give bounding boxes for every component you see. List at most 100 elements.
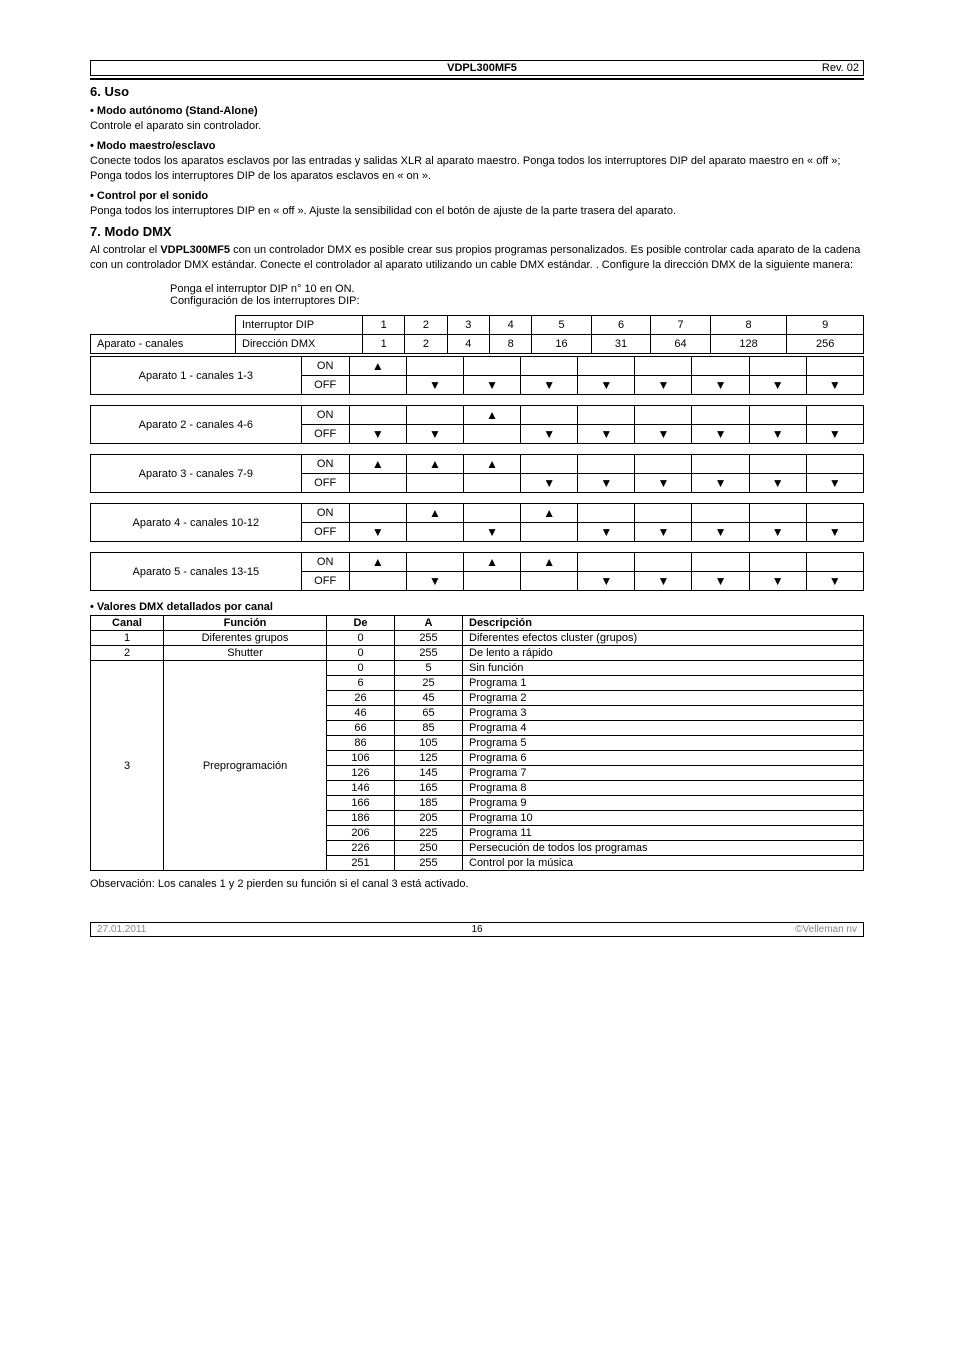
cell-desc: Programa 1 <box>463 676 864 691</box>
cell-a: 255 <box>395 646 463 661</box>
cell-desc: Programa 11 <box>463 826 864 841</box>
cell-de: 226 <box>327 841 395 856</box>
text-observacion: Observación: Los canales 1 y 2 pierden s… <box>90 877 864 892</box>
dip-h1-6: 6 <box>591 316 650 335</box>
dip-switch-cell: ▼ <box>749 572 806 591</box>
dmx-th-desc: Descripción <box>463 616 864 631</box>
cell-a: 145 <box>395 766 463 781</box>
dmx-header-row: Canal Función De A Descripción <box>91 616 864 631</box>
dip-h2-9: 256 <box>787 335 864 354</box>
cell-desc: Programa 4 <box>463 721 864 736</box>
dip-switch-cell <box>578 553 635 572</box>
footer-date: 27.01.2011 <box>91 923 263 936</box>
dip-h1-4: 4 <box>489 316 531 335</box>
dip-switch-cell: ▼ <box>806 425 863 444</box>
cell-funcion: Shutter <box>164 646 327 661</box>
dip-h2-6: 31 <box>591 335 650 354</box>
dip-switch-cell: ▼ <box>692 376 749 395</box>
cell-de: 0 <box>327 661 395 676</box>
dip-h1-7: 7 <box>651 316 710 335</box>
dip-h2-3: 4 <box>447 335 489 354</box>
cell-desc: Programa 9 <box>463 796 864 811</box>
section-uso-title: 6. Uso <box>90 84 864 99</box>
dip-switch-cell: ▼ <box>806 572 863 591</box>
dip-switch-cell <box>578 357 635 376</box>
dip-off-label: OFF <box>301 523 349 542</box>
dip-header-row1: Interruptor DIP 1 2 3 4 5 6 7 8 9 <box>91 316 864 335</box>
text-maestro: Conecte todos los aparatos esclavos por … <box>90 154 864 184</box>
dip-on-label: ON <box>301 406 349 425</box>
dip-switch-cell <box>578 504 635 523</box>
dip-header-table: Interruptor DIP 1 2 3 4 5 6 7 8 9 Aparat… <box>90 315 864 354</box>
dip-switch-cell <box>578 406 635 425</box>
heading-maestro: Modo maestro/esclavo <box>90 140 864 152</box>
heading-valores: Valores DMX detallados por canal <box>90 601 864 613</box>
cell-de: 206 <box>327 826 395 841</box>
dip-off-label: OFF <box>301 376 349 395</box>
dip-switch-cell <box>463 474 520 493</box>
dip-switch-cell <box>749 504 806 523</box>
dip-device-label: Aparato 4 - canales 10-12 <box>91 504 302 542</box>
dip-switch-cell <box>749 455 806 474</box>
dip-h2-2: 2 <box>405 335 447 354</box>
dip-switch-cell: ▼ <box>578 474 635 493</box>
dip-switch-cell <box>635 406 692 425</box>
dip-switch-cell <box>406 523 463 542</box>
cell-a: 5 <box>395 661 463 676</box>
cell-canal: 2 <box>91 646 164 661</box>
cell-canal: 3 <box>91 661 164 871</box>
cell-a: 225 <box>395 826 463 841</box>
dip-switch-cell <box>463 357 520 376</box>
dip-switch-cell <box>463 572 520 591</box>
dip-switch-cell <box>635 553 692 572</box>
dip-switch-cell: ▼ <box>635 425 692 444</box>
dip-switch-cell <box>578 455 635 474</box>
dmx-th-funcion: Función <box>164 616 327 631</box>
dip-switch-cell: ▼ <box>521 376 578 395</box>
cell-funcion: Preprogramación <box>164 661 327 871</box>
dip-switch-cell <box>521 523 578 542</box>
cell-desc: Control por la música <box>463 856 864 871</box>
dip-note-1: Ponga el interruptor DIP n° 10 en ON. <box>170 283 864 295</box>
dip-switch-cell: ▲ <box>349 553 406 572</box>
dip-switch-cell: ▼ <box>521 474 578 493</box>
dip-device-table: Aparato 3 - canales 7-9ON▲▲▲OFF▼▼▼▼▼▼ <box>90 454 864 493</box>
cell-desc: Programa 3 <box>463 706 864 721</box>
dip-h1-1: 1 <box>363 316 405 335</box>
dip-switch-cell <box>406 357 463 376</box>
dmx-th-canal: Canal <box>91 616 164 631</box>
dip-device-table: Aparato 2 - canales 4-6ON▲OFF▼▼▼▼▼▼▼▼ <box>90 405 864 444</box>
dip-device-label: Aparato 5 - canales 13-15 <box>91 553 302 591</box>
dip-switch-cell <box>349 572 406 591</box>
dip-off-label: OFF <box>301 474 349 493</box>
dip-device-label: Aparato 3 - canales 7-9 <box>91 455 302 493</box>
dip-on-label: ON <box>301 357 349 376</box>
dip-switch-cell <box>806 357 863 376</box>
dip-switch-cell <box>463 425 520 444</box>
doc-header: VDPL300MF5 Rev. 02 <box>90 60 864 76</box>
dip-device-table: Aparato 4 - canales 10-12ON▲▲OFF▼▼▼▼▼▼▼ <box>90 503 864 542</box>
dip-h1-8: 8 <box>710 316 787 335</box>
dip-switch-cell: ▼ <box>806 523 863 542</box>
cell-de: 126 <box>327 766 395 781</box>
cell-canal: 1 <box>91 631 164 646</box>
dip-switch-cell <box>349 406 406 425</box>
dip-h2-5: 16 <box>532 335 591 354</box>
cell-a: 165 <box>395 781 463 796</box>
dip-switch-cell <box>692 553 749 572</box>
dip-switch-cell: ▼ <box>578 572 635 591</box>
cell-a: 255 <box>395 856 463 871</box>
dmx-th-de: De <box>327 616 395 631</box>
section-dmx-title: 7. Modo DMX <box>90 224 864 239</box>
cell-a: 250 <box>395 841 463 856</box>
cell-desc: Programa 5 <box>463 736 864 751</box>
footer-page: 16 <box>263 923 691 936</box>
dip-switch-cell <box>692 406 749 425</box>
dip-switch-cell: ▼ <box>578 523 635 542</box>
dip-switch-cell <box>521 357 578 376</box>
dip-switch-cell: ▼ <box>806 474 863 493</box>
dip-switch-cell: ▲ <box>521 553 578 572</box>
cell-funcion: Diferentes grupos <box>164 631 327 646</box>
dip-switch-cell <box>349 474 406 493</box>
dip-switch-cell <box>635 455 692 474</box>
